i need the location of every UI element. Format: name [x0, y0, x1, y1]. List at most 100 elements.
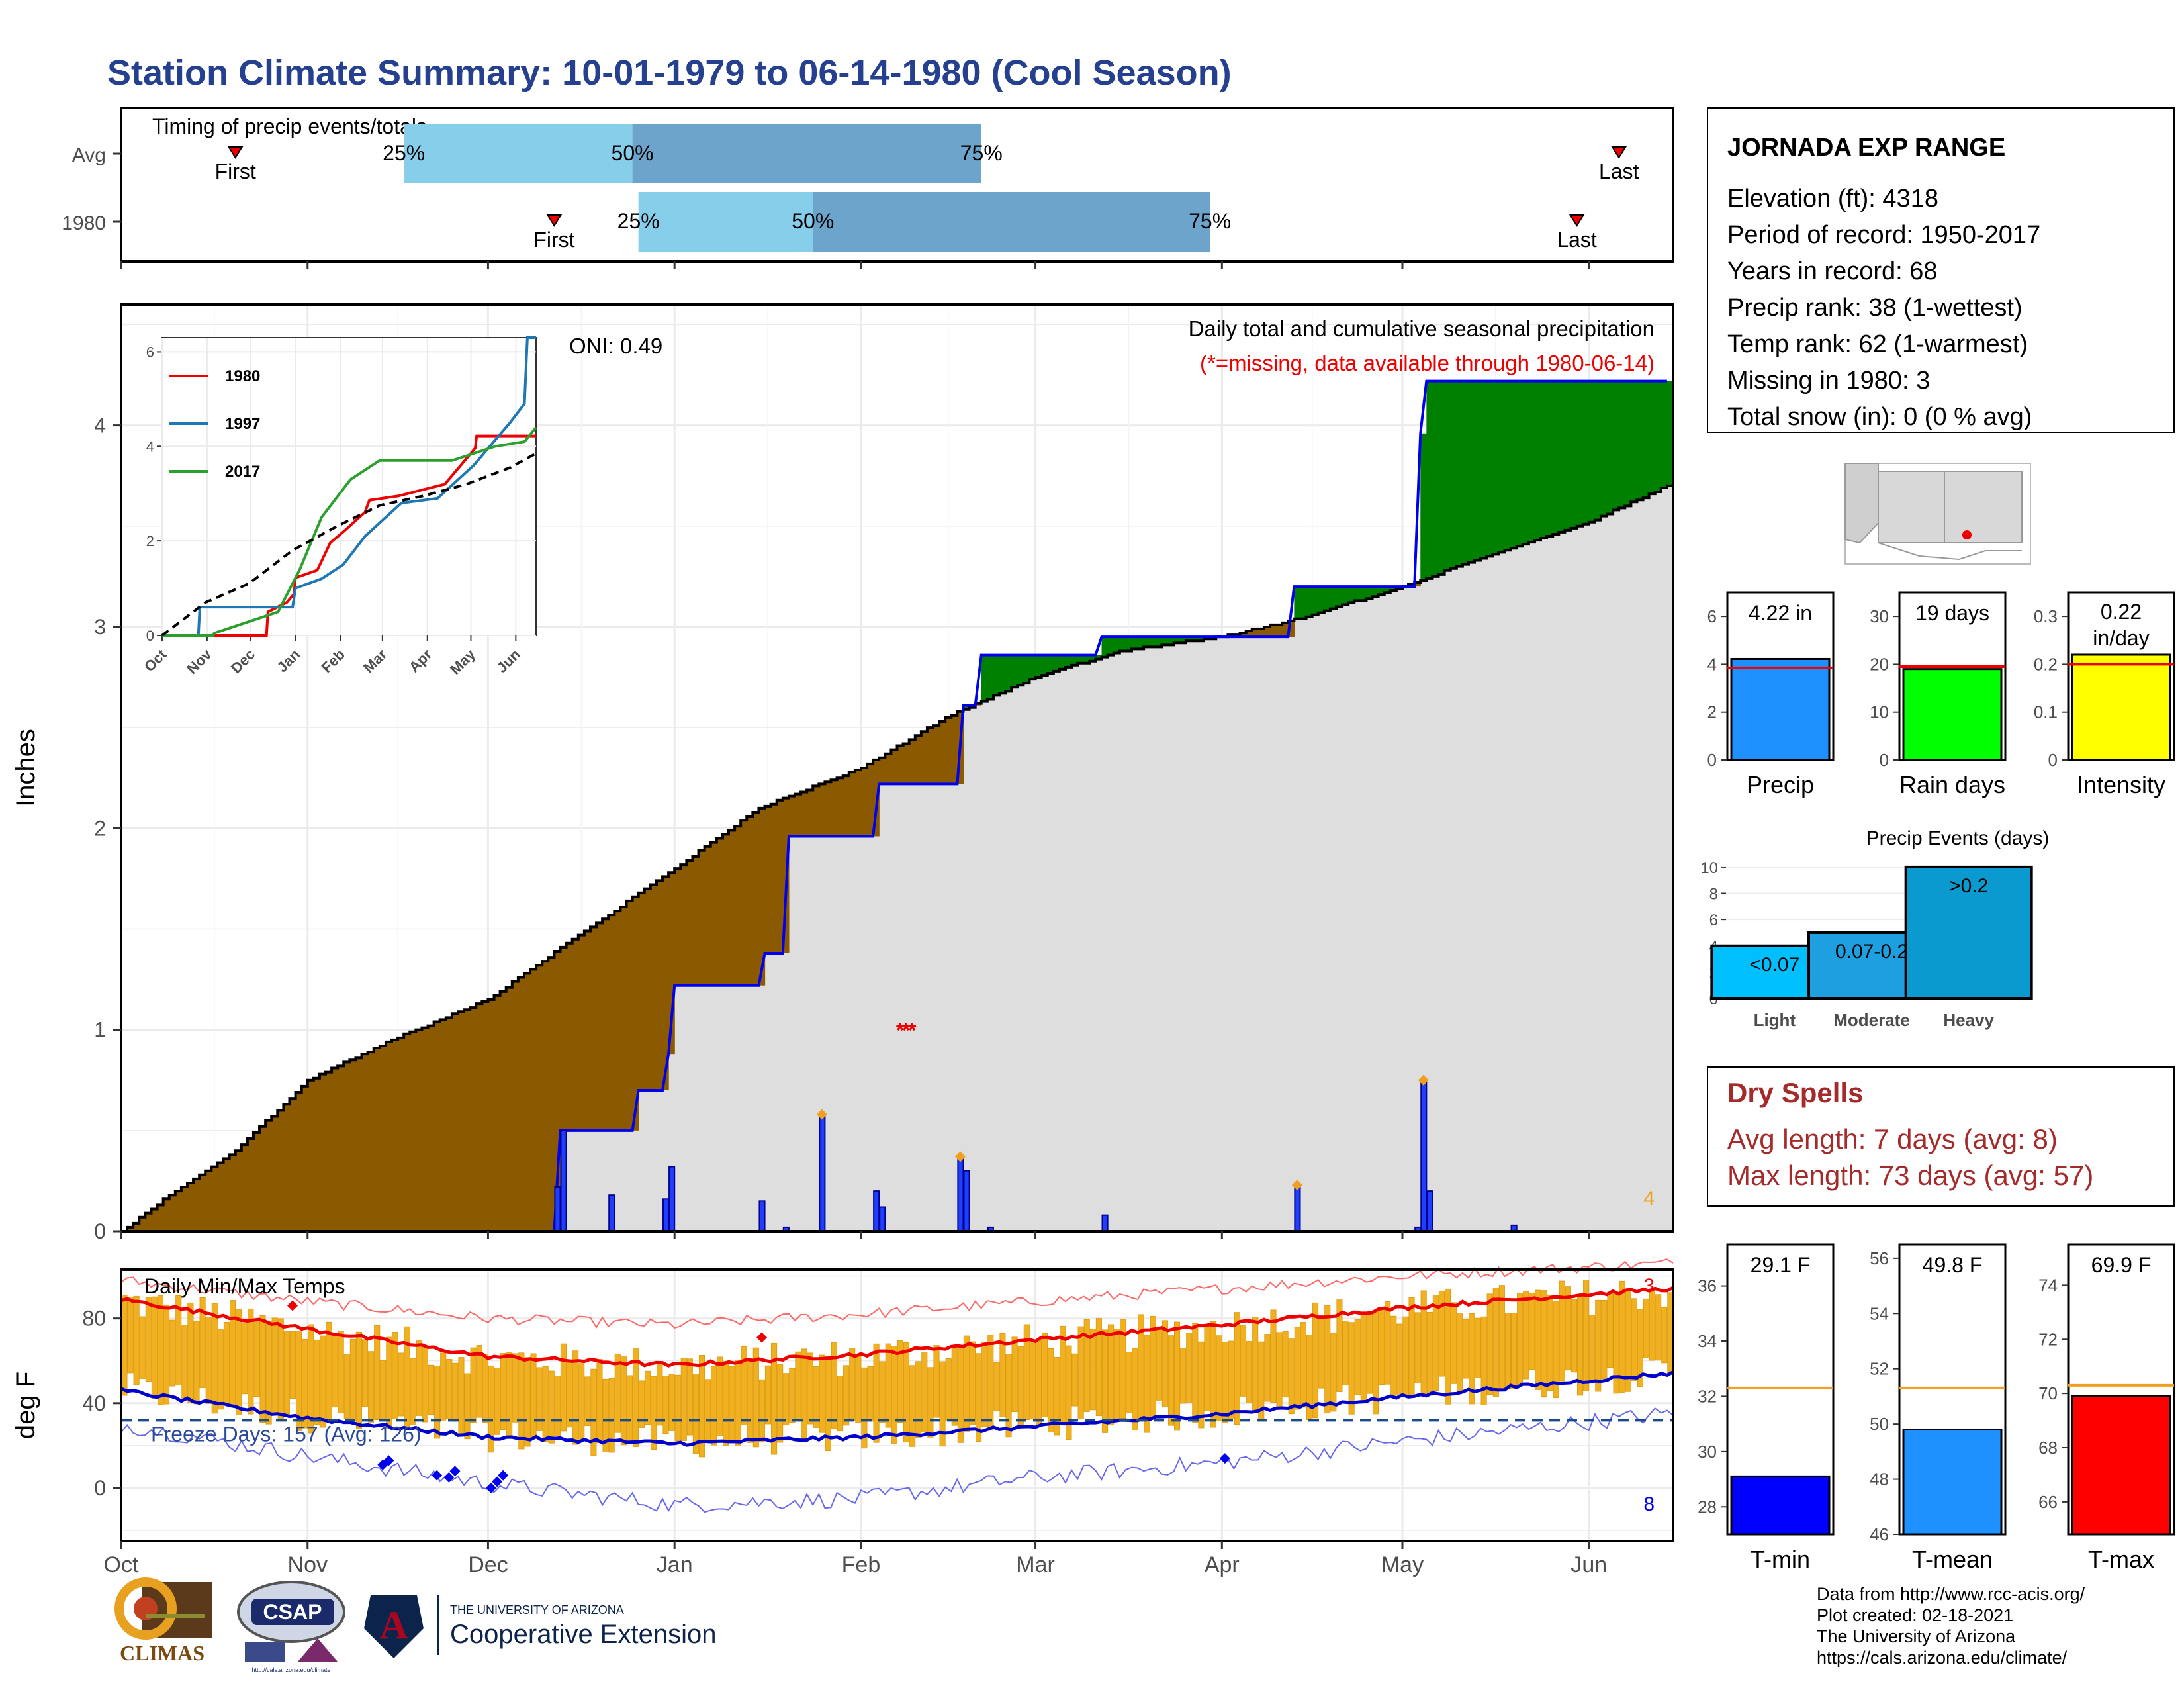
below-avg-fill: [500, 991, 507, 1231]
month-label: May: [1381, 1552, 1424, 1577]
above-avg-fill: [1528, 381, 1535, 543]
gauge-xlabel: Precip: [1747, 771, 1814, 798]
below-avg-fill: [349, 1060, 357, 1231]
above-avg-fill: [1613, 381, 1619, 510]
daily-temp-bar: [1342, 1321, 1349, 1385]
above-avg-fill: [1071, 655, 1078, 665]
events-y-tick-label: 6: [1709, 912, 1718, 929]
below-avg-fill: [945, 717, 952, 784]
below-avg-fill: [205, 1170, 212, 1231]
below-avg-fill: [752, 812, 760, 986]
above-avg-fill: [1582, 381, 1590, 524]
record-low-marker: [383, 1455, 394, 1466]
daily-temp-bar: [1445, 1288, 1451, 1405]
climas-logo: CLIMAS: [114, 1577, 212, 1665]
below-avg-fill: [199, 1174, 206, 1231]
daily-precip-bar: [608, 1194, 615, 1233]
events-bar-label: >0.2: [1949, 875, 1988, 897]
gauge-bar: [2071, 653, 2171, 761]
below-avg-fill: [355, 1058, 363, 1231]
location-map: [1844, 463, 2031, 565]
below-avg-fill: [632, 896, 639, 1131]
missing-note: (*=missing, data available through 1980-…: [1200, 351, 1655, 375]
daily-temp-bar: [314, 1339, 320, 1425]
below-avg-fill: [482, 1002, 489, 1231]
gauge-y-tick-label: 6: [1707, 606, 1717, 626]
precip-y-tick-label: 0: [94, 1219, 106, 1243]
daily-temp-bar: [747, 1358, 753, 1443]
daily-temp-bar: [163, 1304, 170, 1405]
daily-temp-bar: [1114, 1329, 1120, 1421]
below-avg-fill: [590, 927, 597, 1131]
daily-temp-bar: [217, 1329, 224, 1410]
daily-temp-bar: [248, 1309, 254, 1415]
above-avg-fill: [1318, 586, 1325, 613]
gauge-xlabel: T-min: [1751, 1546, 1810, 1573]
oni-label: ONI: 0.49: [569, 334, 662, 358]
below-avg-fill: [584, 931, 591, 1131]
daily-temp-bar: [711, 1366, 717, 1446]
timing-first-marker: [546, 214, 563, 227]
daily-temp-bar: [801, 1348, 807, 1439]
above-avg-fill: [1041, 655, 1048, 675]
timing-last-marker: [1611, 146, 1627, 159]
daily-temp-bar: [410, 1358, 416, 1425]
gauge-xlabel: Rain days: [1899, 771, 2005, 798]
daily-temp-bar: [1161, 1320, 1168, 1407]
below-avg-fill: [494, 995, 501, 1231]
daily-temp-bar: [861, 1367, 868, 1449]
below-avg-fill: [271, 1116, 278, 1231]
above-avg-fill: [1366, 586, 1373, 599]
daily-temp-bar: [368, 1351, 375, 1423]
daily-temp-bar: [1156, 1327, 1162, 1401]
precip-max-marker: [954, 1151, 966, 1162]
below-avg-fill: [921, 731, 928, 784]
above-avg-fill: [1101, 637, 1109, 657]
above-avg-fill: [1312, 586, 1319, 615]
daily-precip-bar: [560, 1129, 567, 1232]
record-low-marker: [1219, 1453, 1230, 1464]
credits: Data from http://www.rcc-acis.org/ Plot …: [1817, 1583, 2085, 1668]
precip-avg-line: [121, 484, 1673, 1233]
daily-temp-bar: [1318, 1316, 1325, 1389]
below-avg-fill: [686, 861, 694, 986]
below-avg-fill: [488, 1000, 495, 1231]
below-avg-fill: [169, 1195, 176, 1231]
daily-temp-bar: [680, 1357, 687, 1441]
above-avg-fill: [1197, 637, 1205, 641]
daily-temp-bar: [692, 1374, 699, 1454]
daily-temp-bar: [1385, 1301, 1391, 1385]
below-avg-fill: [512, 981, 519, 1231]
timing-bar-50-75: [813, 192, 1210, 252]
below-avg-fill: [1240, 633, 1247, 637]
below-avg-fill: [716, 838, 723, 986]
precip-corner-count: 4: [1643, 1188, 1655, 1209]
below-avg-fill: [523, 973, 531, 1231]
daily-temp-bar: [494, 1368, 501, 1435]
temp-panel: Freeze Days: 157 (Avg: 126) 3 8 Daily Min/…: [11, 1258, 1674, 1577]
timing-pct-label: 75%: [960, 141, 1003, 165]
daily-temp-bar: [1529, 1292, 1535, 1370]
above-avg-fill: [1083, 655, 1090, 663]
daily-precip-bar: [1420, 1079, 1428, 1232]
daily-temp-bar: [1330, 1333, 1337, 1412]
above-avg-fill: [1023, 655, 1030, 684]
above-avg-fill: [1468, 381, 1475, 563]
below-avg-fill: [398, 1037, 404, 1231]
daily-temp-bar: [1083, 1319, 1090, 1412]
station-info-line: Temp rank: 62 (1-warmest): [1727, 330, 2028, 358]
page-title: Station Climate Summary: 10-01-1979 to 0…: [107, 53, 1232, 93]
below-avg-fill: [692, 856, 700, 986]
below-avg-fill: [1276, 624, 1283, 637]
above-avg-fill: [1372, 586, 1379, 597]
inset-legend-label: 1997: [225, 415, 260, 433]
daily-temp-bar: [343, 1354, 350, 1419]
below-avg-fill: [1282, 622, 1289, 637]
below-avg-fill: [145, 1213, 152, 1231]
precip-max-marker: [1418, 1074, 1429, 1086]
above-avg-fill: [1444, 381, 1451, 571]
below-avg-fill: [536, 965, 543, 1231]
daily-temp-bar: [157, 1295, 164, 1405]
daily-temp-bar: [1108, 1324, 1115, 1425]
record-max-line: [120, 1258, 1674, 1329]
